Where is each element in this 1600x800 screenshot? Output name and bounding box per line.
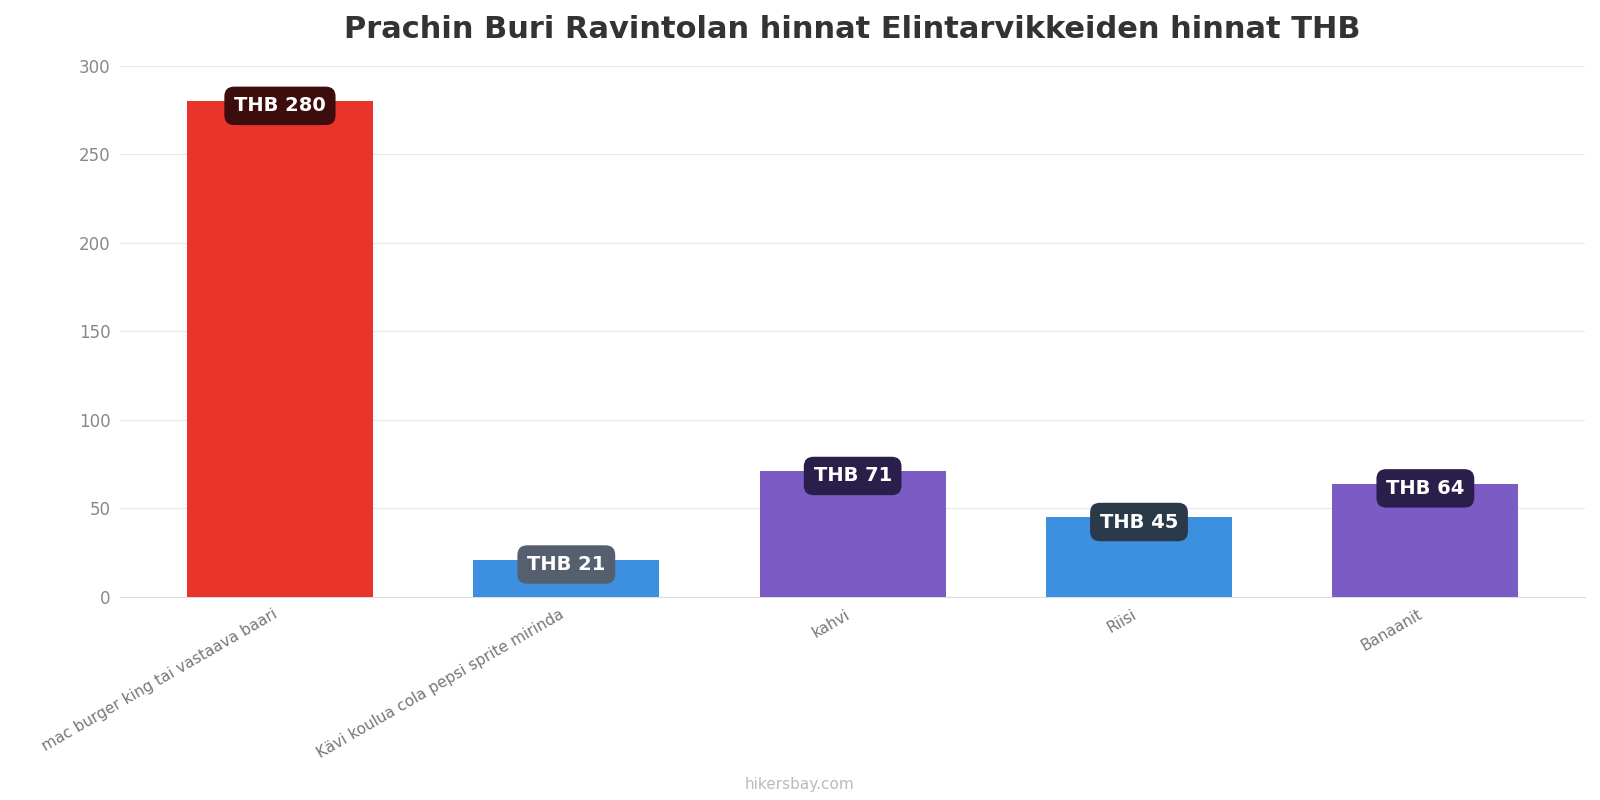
Bar bbox=[760, 471, 946, 597]
Bar bbox=[1046, 518, 1232, 597]
Text: THB 71: THB 71 bbox=[813, 466, 891, 486]
Text: THB 64: THB 64 bbox=[1386, 479, 1464, 498]
Text: hikersbay.com: hikersbay.com bbox=[746, 777, 854, 792]
Title: Prachin Buri Ravintolan hinnat Elintarvikkeiden hinnat THB: Prachin Buri Ravintolan hinnat Elintarvi… bbox=[344, 15, 1362, 44]
Text: THB 45: THB 45 bbox=[1099, 513, 1178, 531]
Bar bbox=[474, 560, 659, 597]
Text: THB 280: THB 280 bbox=[234, 96, 326, 115]
Bar bbox=[187, 101, 373, 597]
Text: THB 21: THB 21 bbox=[526, 555, 605, 574]
Bar bbox=[1333, 484, 1518, 597]
